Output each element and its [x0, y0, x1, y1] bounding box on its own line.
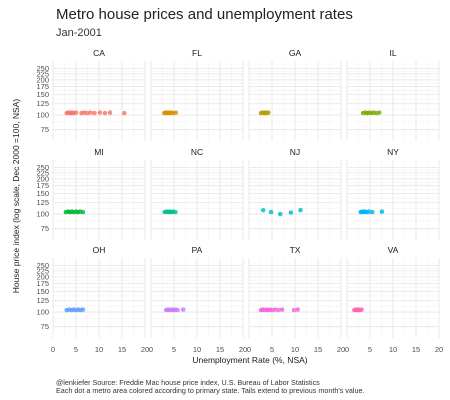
y-tick-label: 225	[36, 266, 49, 275]
data-point	[88, 110, 93, 115]
x-axis-title: Unemployment Rate (%, NSA)	[192, 355, 307, 365]
data-point	[279, 307, 285, 312]
x-tick-label: 10	[193, 345, 201, 354]
y-tick-label: 225	[36, 69, 49, 78]
y-tick-label: 150	[36, 90, 49, 99]
y-tick-label: 175	[36, 279, 49, 288]
data-point	[379, 209, 385, 214]
x-tick-label: 0	[247, 345, 251, 354]
y-tick-label: 225	[36, 168, 49, 177]
y-tick-label: 150	[36, 287, 49, 296]
facet-label-tx: TX	[290, 245, 301, 255]
data-point	[359, 307, 364, 312]
x-tick-label: 20	[239, 345, 247, 354]
x-tick-label: 5	[74, 345, 78, 354]
y-tick-label: 250	[36, 261, 49, 270]
y-tick-label: 250	[36, 64, 49, 73]
facet-label-pa: PA	[192, 245, 203, 255]
data-point	[370, 209, 375, 215]
y-tick-label: 200	[36, 174, 49, 183]
facet-label-il: IL	[389, 48, 396, 58]
data-point	[298, 207, 303, 213]
data-point	[175, 307, 180, 313]
data-point	[80, 209, 86, 215]
data-point	[278, 211, 283, 217]
facet-label-ca: CA	[93, 48, 105, 58]
x-tick-label: 15	[118, 345, 126, 354]
y-tick-label: 200	[36, 75, 49, 84]
x-tick-label: 0	[149, 345, 153, 354]
data-point	[291, 307, 297, 313]
x-tick-label: 15	[314, 345, 322, 354]
x-tick-label: 10	[95, 345, 103, 354]
data-point	[276, 307, 281, 313]
x-tick-label: 15	[216, 345, 224, 354]
facet-label-fl: FL	[192, 48, 202, 58]
data-point	[268, 209, 274, 215]
x-tick-label: 10	[389, 345, 397, 354]
data-point	[73, 110, 79, 115]
y-tick-label: 150	[36, 189, 49, 198]
facet-label-oh: OH	[93, 245, 106, 255]
facet-label-ga: GA	[289, 48, 302, 58]
y-tick-label: 100	[36, 210, 49, 219]
x-tick-label: 20	[435, 345, 443, 354]
data-point	[107, 110, 113, 115]
data-point	[376, 110, 382, 115]
facet-label-nc: NC	[191, 147, 203, 157]
y-tick-label: 175	[36, 181, 49, 190]
y-tick-label: 125	[36, 198, 49, 207]
data-point	[266, 110, 271, 115]
data-point	[295, 307, 301, 312]
data-point	[97, 110, 103, 115]
data-point	[173, 110, 179, 115]
data-point	[92, 110, 97, 116]
y-tick-label: 125	[36, 99, 49, 108]
y-tick-label: 100	[36, 308, 49, 317]
y-tick-label: 75	[41, 322, 49, 331]
y-tick-label: 175	[36, 82, 49, 91]
x-tick-label: 0	[51, 345, 55, 354]
y-tick-label: 125	[36, 296, 49, 305]
x-tick-label: 0	[345, 345, 349, 354]
x-tick-label: 5	[270, 345, 274, 354]
y-tick-label: 250	[36, 163, 49, 172]
data-point	[288, 210, 294, 215]
data-point	[180, 307, 186, 312]
x-tick-label: 20	[141, 345, 149, 354]
data-point	[173, 209, 178, 215]
x-tick-label: 10	[291, 345, 299, 354]
x-tick-label: 20	[337, 345, 345, 354]
chart-title: Metro house prices and unemployment rate…	[56, 6, 353, 23]
y-tick-label: 75	[41, 224, 49, 233]
facet-label-ny: NY	[387, 147, 399, 157]
y-tick-label: 200	[36, 272, 49, 281]
x-tick-label: 15	[412, 345, 420, 354]
caption-source: @lenkiefer Source: Freddie Mac house pri…	[56, 378, 320, 387]
facet-label-va: VA	[388, 245, 399, 255]
data-point	[122, 110, 127, 116]
x-tick-label: 5	[172, 345, 176, 354]
caption-note: Each dot a metro area colored according …	[56, 386, 365, 395]
y-tick-label: 100	[36, 111, 49, 120]
y-tick-label: 75	[41, 125, 49, 134]
facet-label-mi: MI	[94, 147, 103, 157]
facet-label-nj: NJ	[290, 147, 300, 157]
x-tick-label: 5	[368, 345, 372, 354]
data-point	[261, 207, 266, 213]
data-point	[80, 307, 86, 312]
data-point	[102, 110, 108, 116]
chart-subtitle: Jan-2001	[56, 27, 102, 39]
y-axis-title: House price index (log scale, Dec 2000 =…	[11, 99, 21, 294]
